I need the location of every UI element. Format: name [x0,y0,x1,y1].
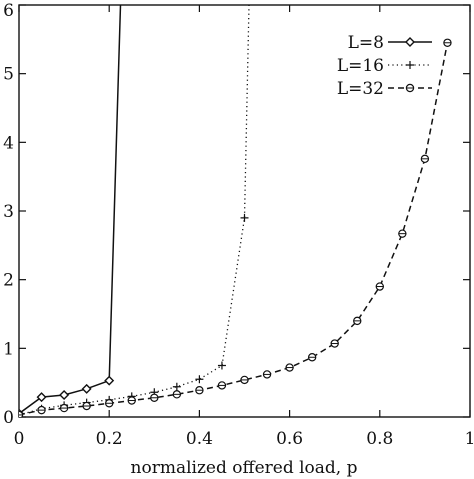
data-point [127,396,136,405]
y-tick-label: 0 [3,408,14,428]
data-point [172,390,182,399]
legend: L=8 L=16 L=32 [337,33,432,99]
data-point [375,282,384,291]
series-line [19,5,250,416]
x-tick-label: 0.2 [96,429,123,449]
x-tick-label: 0.6 [276,429,303,449]
x-tick-label: 0.4 [186,429,213,449]
data-point [420,154,430,164]
series-L=32 [19,38,452,417]
x-tick-label: 1 [465,429,474,449]
x-tick-label: 0.8 [366,429,393,449]
data-point [217,381,227,390]
data-point [172,382,181,391]
data-point [150,393,159,402]
series-L=16 [19,5,250,417]
legend-label: L=16 [337,56,384,76]
series-layer [19,5,452,417]
data-point [104,375,115,386]
data-point [353,316,362,326]
legend-label: L=8 [348,33,384,53]
data-point [195,386,204,395]
legend-label: L=32 [337,79,384,99]
data-point [59,390,70,401]
plot-frame [18,4,471,418]
y-axis-ticks: 0 1 2 3 4 5 6 [3,1,470,428]
x-tick-label: 0 [14,429,25,449]
y-tick-label: 3 [3,202,14,222]
data-point [285,363,294,372]
data-point [217,361,226,370]
data-point [240,375,249,385]
legend-marker [405,37,415,47]
x-axis-label: normalized offered load, p [131,458,358,478]
data-point [59,403,69,413]
x-axis-ticks: 0 0.2 0.4 0.6 0.8 1 [14,5,474,449]
data-point [104,399,114,408]
data-point [330,339,339,348]
legend-marker [406,61,414,69]
data-point [36,392,47,403]
data-point [443,38,452,47]
y-tick-label: 1 [3,339,14,359]
y-tick-label: 5 [3,65,14,85]
data-point [82,401,91,411]
data-point [240,213,249,222]
series-line [19,5,122,415]
y-tick-label: 4 [3,133,14,153]
y-tick-label: 6 [3,1,14,21]
data-point [307,353,317,362]
data-point [81,383,92,394]
data-point [262,370,272,379]
series-L=8 [19,5,122,417]
data-point [19,410,24,417]
data-point [398,229,407,238]
y-tick-label: 2 [3,271,14,291]
data-point [37,405,46,415]
data-point [195,375,204,384]
legend-marker [405,83,415,93]
